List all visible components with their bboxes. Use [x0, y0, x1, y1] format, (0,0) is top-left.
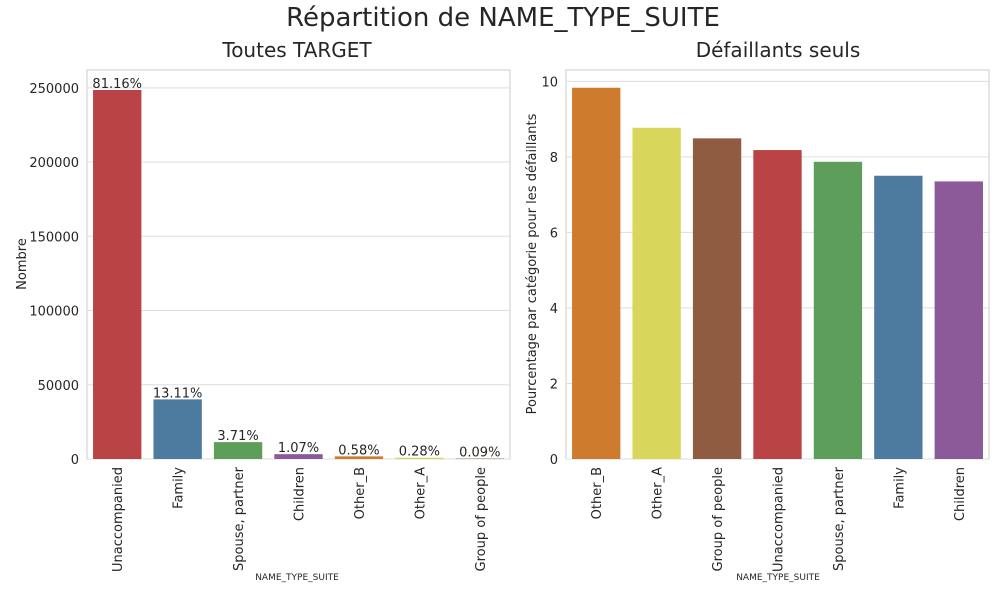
y-tick-label: 4 — [550, 302, 558, 317]
y-tick-label: 200000 — [29, 156, 79, 171]
y-tick-label: 6 — [550, 226, 558, 241]
y-tick-label: 250000 — [29, 82, 79, 97]
y-tick-label: 8 — [550, 151, 558, 166]
x-tick-label: Other_B — [353, 467, 368, 519]
data-label: 81.16% — [92, 77, 142, 92]
figure-title: Répartition de NAME_TYPE_SUITE — [286, 3, 720, 33]
left-chart-x-axis-label: NAME_TYPE_SUITE — [255, 573, 339, 583]
x-tick-label: Other_A — [413, 467, 428, 519]
right-chart-title: Défaillants seuls — [696, 38, 861, 62]
left-chart-bars — [93, 90, 504, 460]
right-chart-panel: 0 2 4 6 8 10 Other_B Other_A Group of people Una… — [525, 69, 990, 583]
data-label: 3.71% — [217, 429, 258, 444]
x-tick-label: Unaccompanied — [772, 467, 787, 572]
data-label: 0.28% — [399, 445, 440, 460]
bar — [572, 87, 621, 459]
left-chart-frame — [86, 69, 511, 460]
bar — [93, 90, 142, 460]
bar — [753, 150, 802, 459]
y-tick-label: 150000 — [29, 230, 79, 245]
left-chart-title: Toutes TARGET — [221, 38, 372, 62]
bar — [153, 399, 202, 459]
x-tick-label: Group of people — [711, 467, 726, 571]
bar — [632, 127, 681, 459]
x-tick-label: Unaccompanied — [111, 467, 126, 572]
left-chart-data-labels: 81.16% 13.11% 3.71% 1.07% 0.58% 0.28% 0.09% — [92, 77, 500, 461]
data-label: 0.58% — [338, 443, 379, 458]
left-chart-panel: 0 50000 100000 150000 200000 250000 Unaccompa… — [15, 69, 511, 583]
right-chart-y-axis-label: Pourcentage par catégorie pour les défai… — [525, 113, 540, 414]
x-tick-label: Other_A — [651, 467, 666, 519]
bar — [213, 442, 263, 459]
right-chart-y-ticks: 0 2 4 6 8 10 — [541, 75, 558, 468]
bar — [692, 138, 742, 459]
x-tick-label: Other_B — [590, 467, 605, 519]
y-tick-label: 100000 — [29, 305, 79, 320]
bar — [395, 457, 444, 459]
y-tick-label: 50000 — [38, 379, 79, 394]
x-tick-label: Children — [953, 467, 968, 521]
x-tick-label: Children — [293, 467, 308, 521]
bar — [813, 161, 863, 459]
bar — [874, 175, 923, 460]
bar — [274, 454, 323, 459]
left-chart-y-axis-label: Nombre — [15, 238, 30, 290]
x-tick-label: Group of people — [474, 467, 489, 571]
right-chart-x-ticks: Other_B Other_A Group of people Unaccompani… — [590, 466, 968, 572]
y-tick-label: 10 — [541, 75, 558, 90]
right-chart-bars — [572, 87, 983, 460]
x-tick-label: Spouse, partner — [232, 466, 247, 571]
left-chart-x-ticks: Unaccompanied Family Spouse, partner Childr… — [111, 466, 489, 572]
left-chart-y-ticks: 0 50000 100000 150000 200000 250000 — [29, 82, 79, 468]
y-tick-label: 2 — [550, 377, 558, 392]
right-chart-x-axis-label: NAME_TYPE_SUITE — [736, 573, 820, 583]
bar — [334, 456, 384, 459]
x-tick-label: Spouse, partner — [832, 466, 847, 571]
data-label: 13.11% — [153, 386, 203, 401]
data-label: 0.09% — [459, 446, 500, 461]
x-tick-label: Family — [172, 467, 187, 509]
y-tick-label: 0 — [550, 453, 558, 468]
y-tick-label: 0 — [71, 453, 79, 468]
data-label: 1.07% — [278, 441, 319, 456]
x-tick-label: Family — [892, 467, 907, 509]
bar — [934, 181, 983, 459]
